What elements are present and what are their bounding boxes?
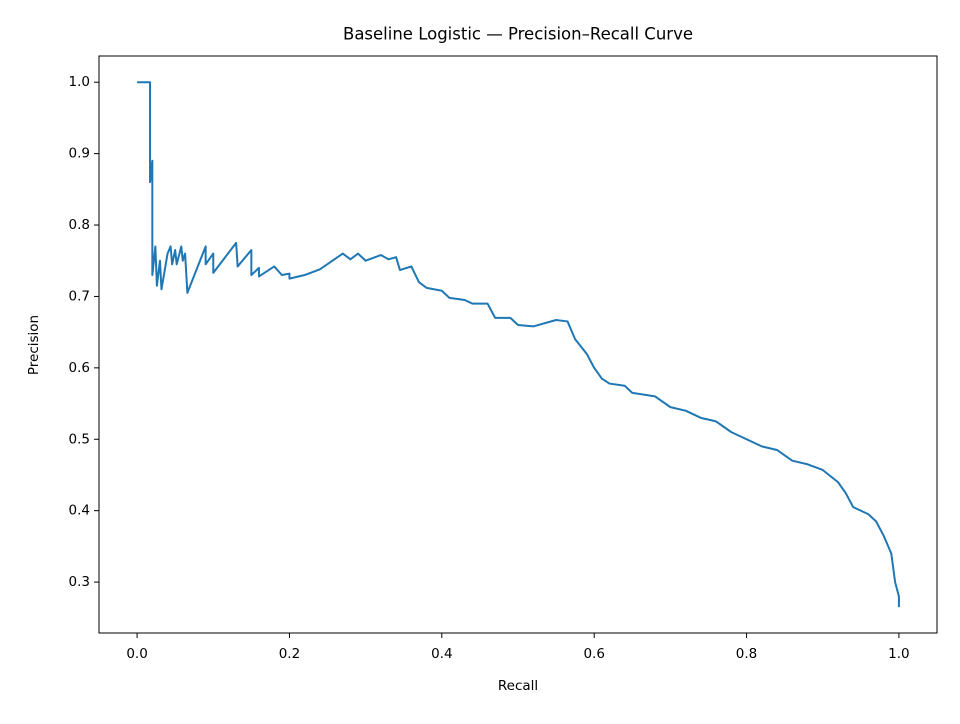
y-axis-label: Precision xyxy=(26,315,42,375)
y-tick-label: 0.9 xyxy=(69,146,90,162)
chart-title: Baseline Logistic — Precision–Recall Cur… xyxy=(343,25,693,44)
x-tick-label: 0.0 xyxy=(126,646,147,662)
y-tick-label: 0.8 xyxy=(69,217,90,233)
y-tick-label: 0.3 xyxy=(69,574,90,590)
y-tick-label: 1.0 xyxy=(69,74,90,90)
x-tick-label: 1.0 xyxy=(888,646,909,662)
y-tick-label: 0.7 xyxy=(69,288,90,304)
y-tick-label: 0.5 xyxy=(69,431,90,447)
x-tick-label: 0.6 xyxy=(583,646,604,662)
plot-frame xyxy=(98,55,938,634)
x-axis-label: Recall xyxy=(498,678,538,694)
line xyxy=(137,81,900,608)
y-tick-label: 0.4 xyxy=(69,503,90,519)
x-tick-label: 0.8 xyxy=(736,646,757,662)
x-tick-label: 0.2 xyxy=(279,646,300,662)
y-tick-label: 0.6 xyxy=(69,360,90,376)
x-tick-label: 0.4 xyxy=(431,646,452,662)
